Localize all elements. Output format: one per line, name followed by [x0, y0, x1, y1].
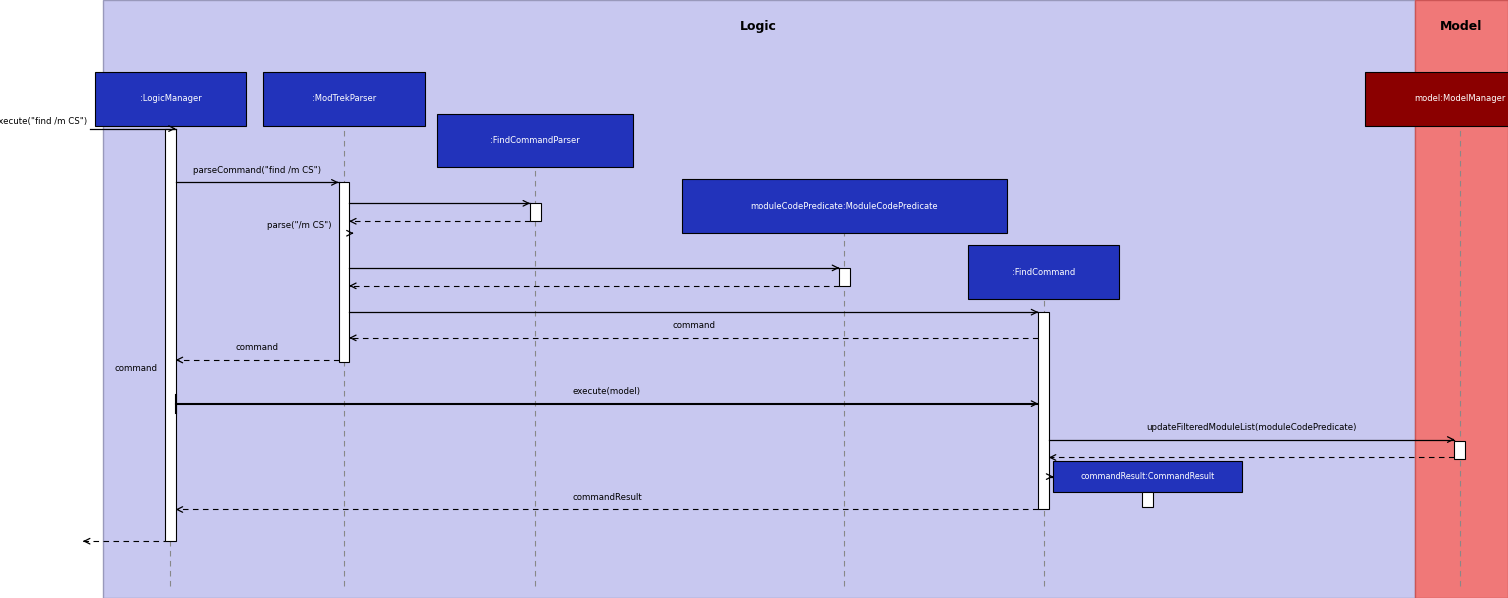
Text: commandResult: commandResult [572, 493, 642, 502]
Text: moduleCodePredicate:ModuleCodePredicate: moduleCodePredicate:ModuleCodePredicate [751, 202, 938, 211]
Text: parseCommand("find /m CS"): parseCommand("find /m CS") [193, 166, 321, 175]
Text: :LogicManager: :LogicManager [140, 94, 201, 103]
Bar [95, 72, 246, 126]
Text: commandResult:CommandResult: commandResult:CommandResult [1080, 472, 1215, 481]
Bar [262, 72, 425, 126]
Bar [1454, 441, 1466, 459]
Text: command: command [235, 343, 279, 352]
Text: :FindCommand: :FindCommand [1012, 267, 1075, 277]
Text: execute("find /m CS"): execute("find /m CS") [0, 117, 87, 126]
Bar [103, 0, 1415, 598]
Bar [166, 129, 175, 541]
Bar [338, 182, 348, 362]
Bar [1053, 461, 1241, 492]
Text: :FindCommandParser: :FindCommandParser [490, 136, 581, 145]
Bar [1415, 0, 1508, 598]
Bar [838, 268, 851, 286]
Bar [437, 114, 633, 167]
Text: Model: Model [1440, 20, 1482, 33]
Bar [1038, 312, 1050, 509]
Text: :ModTrekParser: :ModTrekParser [312, 94, 375, 103]
Bar [968, 245, 1119, 299]
Text: updateFilteredModuleList(moduleCodePredicate): updateFilteredModuleList(moduleCodePredi… [1146, 423, 1357, 432]
Bar [1365, 72, 1508, 126]
Text: command: command [673, 321, 715, 330]
Text: Logic: Logic [740, 20, 777, 33]
Text: model:ModelManager: model:ModelManager [1415, 94, 1505, 103]
Text: parse("/m CS"): parse("/m CS") [267, 221, 332, 230]
Text: execute(model): execute(model) [573, 387, 641, 396]
Bar [531, 203, 541, 221]
Bar [1143, 492, 1152, 507]
Text: command: command [115, 364, 157, 373]
Bar [683, 179, 1007, 233]
